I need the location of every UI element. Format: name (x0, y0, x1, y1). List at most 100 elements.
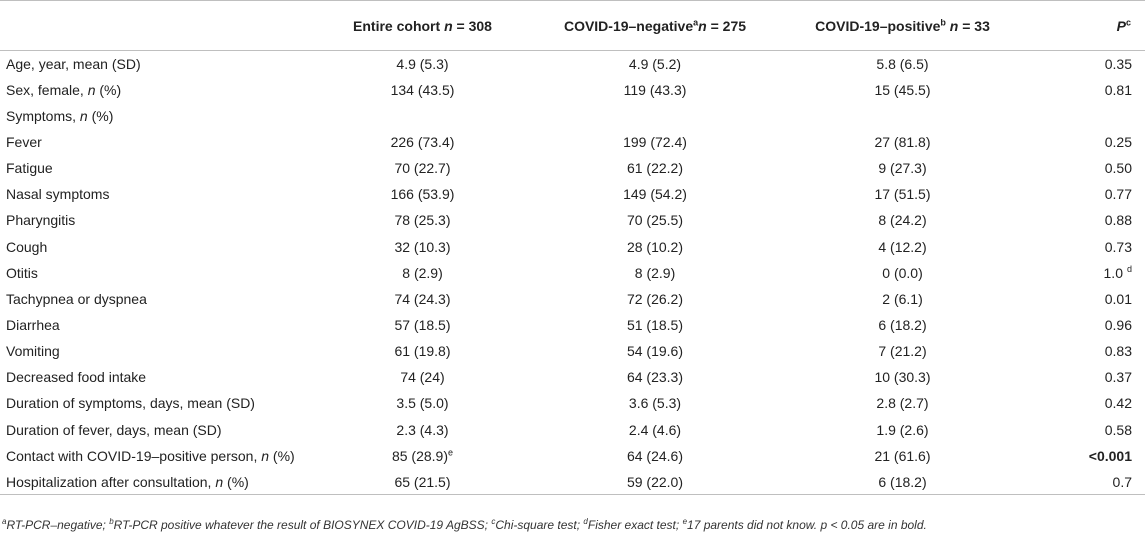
covid-positive-value: 15 (45.5) (874, 81, 931, 98)
covid-negative-value: 51 (18.5) (626, 316, 684, 333)
row-label: Tachypnea or dyspnea (6, 290, 147, 307)
entire-cohort-value: 2.3 (4.3) (396, 421, 449, 438)
table-row: Pharyngitis 78 (25.3) 70 (25.5) 8 (24.2) 0.8… (0, 207, 1145, 233)
covid-positive-value: 9 (27.3) (878, 160, 927, 177)
entire-cohort-value: 85 (28.9)e (391, 447, 454, 464)
table-row: Decreased food intake 74 (24) 64 (23.3) 10 … (0, 364, 1145, 390)
table-row: Diarrhea 57 (18.5) 51 (18.5) 6 (18.2) 0.96 (0, 312, 1145, 338)
header-covid-positive: COVID-19–positiveb n = 33 (785, 0, 1020, 51)
p-value: 0.50 (1104, 160, 1132, 177)
covid-negative-value: 59 (22.0) (525, 468, 785, 496)
entire-cohort-value: 65 (21.5) (320, 468, 525, 496)
row-label: Pharyngitis (6, 212, 76, 229)
p-value: 0.83 (1104, 343, 1132, 360)
table-row: Vomiting 61 (19.8) 54 (19.6) 7 (21.2) 0.83 (0, 338, 1145, 364)
covid-positive-value (785, 103, 1020, 129)
entire-cohort-value: 226 (73.4) (390, 133, 455, 150)
entire-cohort-value: 4.9 (5.3) (396, 55, 449, 72)
covid-positive-value: 2.8 (2.7) (876, 395, 929, 412)
covid-positive-value: 6 (18.2) (785, 468, 1020, 496)
row-label: Nasal symptoms (6, 186, 110, 203)
covid-negative-value: 72 (26.2) (626, 290, 684, 307)
covid-negative-value: 4.9 (5.2) (628, 55, 682, 72)
covid-negative-value: 2.4 (4.6) (628, 421, 682, 438)
row-label: Otitis (6, 264, 38, 281)
p-value: 0.01 (1104, 290, 1132, 307)
covid-negative-value: 61 (22.2) (626, 160, 684, 177)
covid-negative-value: 28 (10.2) (626, 238, 684, 255)
entire-cohort-value: 57 (18.5) (394, 316, 451, 333)
row-label: Sex, female, n (%) (6, 81, 122, 98)
p-value (1020, 103, 1145, 129)
p-value: 0.88 (1104, 212, 1132, 229)
table-row: Age, year, mean (SD) 4.9 (5.3) 4.9 (5.2) 5.… (0, 51, 1145, 77)
table-row: Hospitalization after consultation, n (%… (0, 468, 1145, 496)
p-value: 0.37 (1104, 369, 1132, 386)
entire-cohort-value: 32 (10.3) (394, 238, 451, 255)
footnote-text: Fisher exact test; (587, 518, 683, 532)
covid-positive-value: 21 (61.6) (874, 447, 931, 464)
entire-cohort-value: 166 (53.9) (390, 186, 455, 203)
table-footnote: aRT-PCR–negative; bRT-PCR positive whate… (2, 517, 927, 533)
p-value: 0.25 (1104, 133, 1132, 150)
header-p-value: Pc (1020, 0, 1145, 51)
table-row: Cough 32 (10.3) 28 (10.2) 4 (12.2) 0.73 (0, 233, 1145, 259)
covid-positive-value: 1.9 (2.6) (876, 421, 929, 438)
table-row: Duration of fever, days, mean (SD) 2.3 (4… (0, 416, 1145, 442)
entire-cohort-value: 134 (43.5) (390, 81, 455, 98)
footnote-text: Chi-square test; (495, 518, 584, 532)
row-label: Contact with COVID-19–positive person, n… (6, 447, 295, 464)
covid-negative-value: 64 (23.3) (626, 369, 684, 386)
covid-negative-value: 70 (25.5) (626, 212, 684, 229)
p-value: 0.81 (1104, 81, 1132, 98)
covid-positive-value: 8 (24.2) (878, 212, 927, 229)
footnote-text: 17 parents did not know. p < 0.05 are in… (687, 518, 927, 532)
entire-cohort-value: 78 (25.3) (394, 212, 451, 229)
table-row: Symptoms, n (%) (0, 103, 1145, 129)
row-label: Hospitalization after consultation, n (%… (0, 468, 320, 496)
row-label: Decreased food intake (6, 369, 147, 386)
p-value: 0.73 (1104, 238, 1132, 255)
p-value: 0.96 (1104, 316, 1132, 333)
footnote-marker: b (109, 517, 114, 526)
table-row: Duration of symptoms, days, mean (SD) 3.5… (0, 390, 1145, 416)
row-label: Duration of symptoms, days, mean (SD) (6, 395, 255, 412)
covid-positive-value: 10 (30.3) (874, 369, 931, 386)
entire-cohort-value: 70 (22.7) (394, 160, 451, 177)
entire-cohort-value: 3.5 (5.0) (396, 395, 449, 412)
p-value: 1.0 d (1103, 264, 1132, 281)
table-row: Fever 226 (73.4) 199 (72.4) 27 (81.8) 0.25 (0, 129, 1145, 155)
row-label: Vomiting (6, 343, 60, 360)
table-row: Nasal symptoms 166 (53.9) 149 (54.2) 17 (51… (0, 181, 1145, 207)
entire-cohort-value: 61 (19.8) (394, 343, 451, 360)
table-row: Contact with COVID-19–positive person, n… (0, 443, 1145, 469)
covid-positive-value: 0 (0.0) (882, 264, 923, 281)
table-row: Fatigue 70 (22.7) 61 (22.2) 9 (27.3) 0.50 (0, 155, 1145, 181)
table-row: Tachypnea or dyspnea 74 (24.3) 72 (26.2) 2 … (0, 286, 1145, 312)
p-value: 0.7 (1020, 468, 1145, 496)
covid-positive-value: 2 (6.1) (882, 290, 923, 307)
entire-cohort-value: 74 (24) (400, 369, 445, 386)
covid-negative-value: 199 (72.4) (623, 133, 687, 150)
table-row: Otitis 8 (2.9) 8 (2.9) 0 (0.0) 1.0 d (0, 260, 1145, 286)
header-label-cell (0, 0, 320, 51)
covid-positive-value: 7 (21.2) (878, 343, 927, 360)
row-label: Cough (6, 238, 48, 255)
covid-negative-value: 54 (19.6) (626, 343, 684, 360)
covid-positive-value: 6 (18.2) (878, 316, 927, 333)
entire-cohort-value (320, 103, 525, 129)
p-value: 0.35 (1104, 55, 1132, 72)
cohort-characteristics-table: Entire cohort n = 308 COVID-19–negativea… (0, 0, 1145, 496)
covid-negative-value: 149 (54.2) (623, 186, 687, 203)
table-row: Sex, female, n (%) 134 (43.5) 119 (43.3) 15… (0, 77, 1145, 103)
entire-cohort-value: 8 (2.9) (402, 264, 443, 281)
footnote-marker: c (491, 517, 496, 526)
footnote-marker: d (583, 517, 588, 526)
p-value: <0.001 (1088, 447, 1132, 464)
p-value: 0.42 (1104, 395, 1132, 412)
covid-positive-value: 17 (51.5) (874, 186, 931, 203)
header-row: Entire cohort n = 308 COVID-19–negativea… (0, 0, 1145, 51)
footnote-text: RT-PCR–negative; (6, 518, 110, 532)
row-label: Fatigue (6, 160, 53, 177)
